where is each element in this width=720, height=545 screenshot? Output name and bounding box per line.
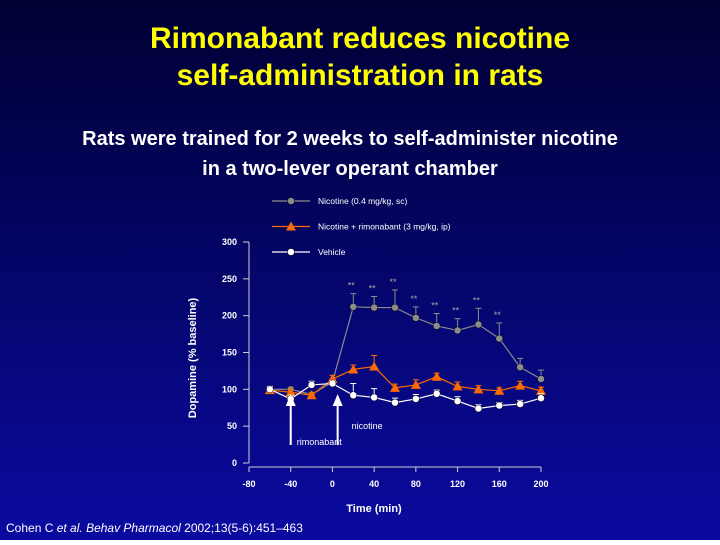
title: Rimonabant reduces nicotine bbox=[150, 22, 570, 55]
data-point bbox=[495, 401, 504, 410]
citation: Cohen C et al. Behav Pharmacol 2002;13(5… bbox=[6, 521, 303, 535]
subtitle: Rats were trained for 2 weeks to self-ad… bbox=[82, 128, 618, 150]
y-tick-label: 200 bbox=[222, 311, 237, 321]
significance-label: ** bbox=[389, 277, 397, 287]
legend-label: Vehicle bbox=[318, 247, 346, 257]
data-point bbox=[474, 404, 483, 413]
significance-label: ** bbox=[452, 306, 460, 316]
x-tick-label: 80 bbox=[411, 479, 421, 489]
series-line bbox=[269, 365, 542, 396]
significance-label: ** bbox=[410, 294, 418, 304]
x-tick-label: 120 bbox=[450, 479, 465, 489]
data-point bbox=[390, 382, 400, 392]
data-point bbox=[410, 379, 421, 389]
data-point bbox=[391, 303, 399, 312]
data-point bbox=[370, 393, 378, 402]
x-tick-label: -80 bbox=[242, 479, 255, 489]
data-point bbox=[473, 384, 484, 394]
data-point bbox=[328, 379, 337, 388]
data-point bbox=[516, 363, 524, 371]
y-tick-label: 150 bbox=[222, 348, 237, 358]
data-point bbox=[474, 320, 483, 329]
y-tick-label: 300 bbox=[222, 237, 237, 247]
data-point bbox=[285, 387, 296, 397]
significance-label: ** bbox=[348, 281, 356, 291]
data-point bbox=[306, 390, 317, 400]
y-tick-label: 100 bbox=[222, 384, 237, 394]
data-point bbox=[348, 364, 359, 374]
data-point bbox=[391, 398, 399, 407]
data-point bbox=[432, 390, 441, 398]
citation-text: Cohen C bbox=[6, 521, 54, 535]
event-label: rimonabant bbox=[297, 437, 343, 447]
x-tick-label: 40 bbox=[369, 479, 379, 489]
significance-label: ** bbox=[431, 300, 439, 310]
data-point bbox=[431, 371, 442, 381]
data-point bbox=[370, 303, 378, 312]
x-tick-label: 0 bbox=[330, 479, 335, 489]
data-point bbox=[537, 394, 545, 402]
event-arrowhead bbox=[332, 394, 343, 406]
y-tick-label: 250 bbox=[222, 274, 237, 284]
legend-marker bbox=[287, 248, 295, 256]
x-tick-label: 160 bbox=[492, 479, 507, 489]
x-tick-label: 200 bbox=[533, 479, 548, 489]
event-label: nicotine bbox=[352, 421, 383, 431]
data-point bbox=[432, 322, 441, 330]
x-axis-label: Time (min) bbox=[346, 503, 402, 515]
data-point bbox=[453, 326, 462, 335]
legend-marker bbox=[287, 197, 295, 205]
significance-label: ** bbox=[369, 284, 377, 294]
data-point bbox=[515, 380, 526, 390]
legend-label: Nicotine (0.4 mg/kg, sc) bbox=[318, 196, 407, 206]
y-axis-label: Dopamine (% baseline) bbox=[187, 297, 199, 418]
event-arrowhead bbox=[285, 394, 296, 406]
x-tick-label: -40 bbox=[284, 479, 297, 489]
data-point bbox=[453, 397, 462, 405]
title: self-administration in rats bbox=[177, 59, 544, 92]
data-point bbox=[495, 334, 504, 343]
legend-label: Nicotine + rimonabant (3 mg/kg, ip) bbox=[318, 222, 451, 232]
significance-label: ** bbox=[494, 310, 502, 320]
data-point bbox=[516, 400, 524, 408]
data-point bbox=[494, 385, 505, 395]
significance-label: ** bbox=[473, 295, 481, 305]
data-point bbox=[349, 303, 358, 311]
data-point bbox=[412, 314, 420, 322]
data-point bbox=[266, 385, 274, 394]
citation-text: 2002;13(5-6):451–463 bbox=[184, 521, 303, 535]
data-point bbox=[349, 391, 358, 399]
data-point bbox=[412, 395, 420, 403]
data-point bbox=[537, 375, 545, 383]
citation-journal: et al. Behav Pharmacol bbox=[56, 521, 181, 535]
y-tick-label: 0 bbox=[232, 458, 237, 468]
subtitle: in a two-lever operant chamber bbox=[202, 158, 498, 180]
legend-marker bbox=[286, 221, 296, 231]
data-point bbox=[307, 381, 316, 389]
data-point bbox=[369, 361, 380, 371]
y-tick-label: 50 bbox=[227, 421, 237, 431]
data-point bbox=[452, 381, 463, 391]
data-point bbox=[536, 385, 546, 395]
